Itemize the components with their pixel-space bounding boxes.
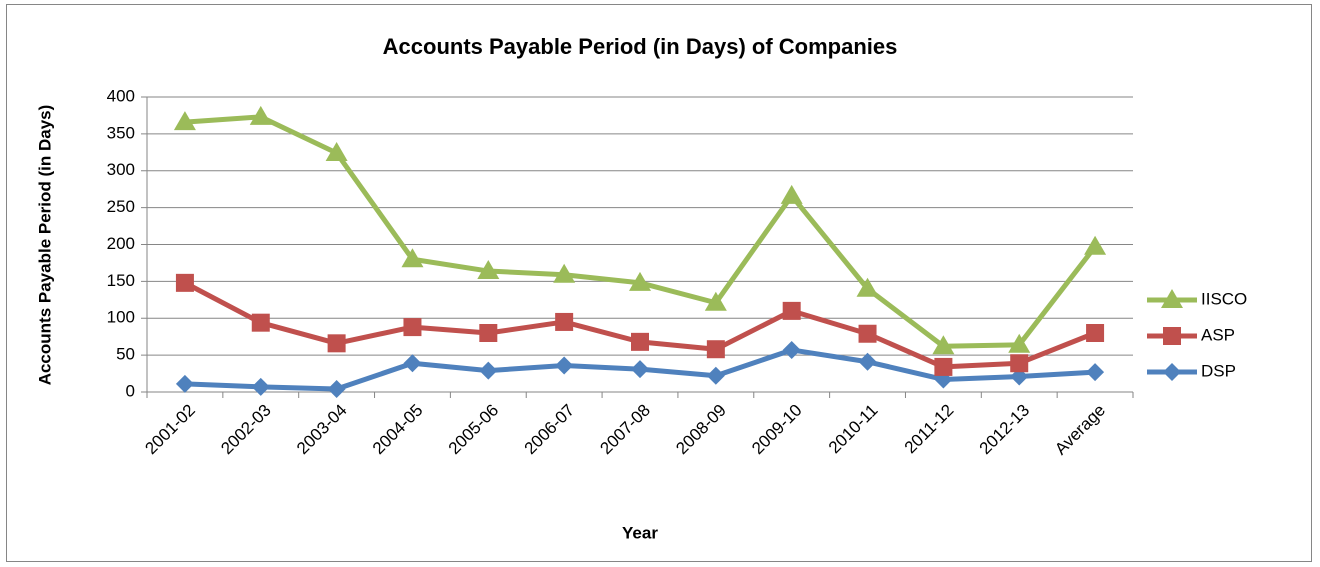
chart-border <box>6 4 1312 562</box>
y-tick-label: 0 <box>126 381 135 400</box>
y-tick-label: 350 <box>107 123 135 142</box>
data-point <box>555 312 574 331</box>
data-point <box>704 291 727 311</box>
legend-label: ASP <box>1201 325 1235 344</box>
data-point <box>327 380 346 399</box>
data-point <box>858 324 877 343</box>
chart-title: Accounts Payable Period (in Days) of Com… <box>383 34 898 59</box>
data-point <box>401 248 424 268</box>
data-point <box>175 273 194 292</box>
data-point <box>251 377 270 396</box>
data-point <box>780 184 803 204</box>
data-point <box>173 111 196 131</box>
data-point <box>403 354 422 373</box>
data-point <box>251 313 270 332</box>
data-point <box>934 357 953 376</box>
y-axis-title: Accounts Payable Period (in Days) <box>35 105 54 386</box>
data-point <box>706 340 725 359</box>
data-point <box>327 334 346 353</box>
y-tick-label: 300 <box>107 160 135 179</box>
data-point <box>629 271 651 291</box>
data-point <box>1008 333 1031 353</box>
data-point <box>631 332 649 351</box>
legend-label: IISCO <box>1201 289 1247 308</box>
y-tick-label: 100 <box>107 308 135 327</box>
data-point <box>1084 235 1107 255</box>
legend-label: DSP <box>1201 361 1236 380</box>
data-point <box>858 352 877 371</box>
data-point <box>477 260 500 280</box>
data-point <box>782 301 801 320</box>
x-axis-title: Year <box>622 523 658 542</box>
data-point <box>631 360 649 379</box>
data-point <box>856 277 879 297</box>
data-point <box>706 366 725 385</box>
data-point <box>1010 354 1029 373</box>
data-point <box>479 361 498 380</box>
legend-marker <box>1163 363 1181 381</box>
data-point <box>555 356 574 375</box>
y-tick-label: 250 <box>107 197 135 216</box>
legend-marker <box>1161 289 1183 308</box>
y-tick-label: 200 <box>107 234 135 253</box>
data-point <box>479 324 498 342</box>
y-tick-label: 400 <box>107 86 135 105</box>
data-point <box>1086 324 1105 342</box>
data-point <box>932 335 955 355</box>
data-point <box>1086 363 1105 382</box>
data-point <box>782 340 801 359</box>
data-point <box>403 318 422 337</box>
legend-marker <box>1163 327 1181 345</box>
data-point <box>325 142 348 162</box>
y-tick-label: 150 <box>107 271 135 290</box>
data-point <box>553 263 576 283</box>
data-point <box>249 105 272 125</box>
data-point <box>175 374 194 393</box>
y-tick-label: 50 <box>116 345 135 364</box>
